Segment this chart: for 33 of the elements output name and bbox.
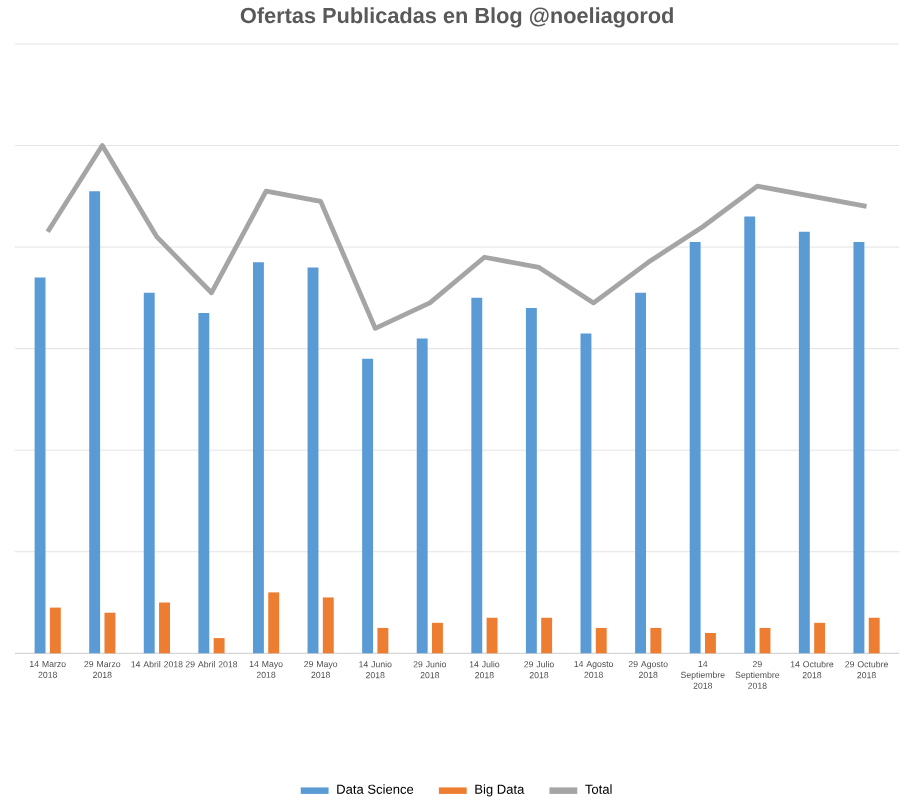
bar — [704, 633, 716, 654]
bar — [595, 628, 607, 654]
bar — [362, 358, 374, 654]
bar — [89, 191, 101, 654]
bar — [143, 292, 155, 654]
bar — [635, 292, 647, 654]
bar — [104, 612, 116, 654]
bar — [814, 622, 826, 654]
bar — [525, 308, 537, 654]
bar — [34, 277, 46, 654]
bar — [541, 617, 553, 654]
bar — [471, 297, 483, 654]
bar — [689, 242, 701, 654]
bar — [759, 628, 771, 654]
bar — [432, 622, 443, 654]
bar — [377, 628, 389, 654]
bar — [580, 333, 592, 654]
bar — [868, 617, 880, 654]
bar — [159, 602, 170, 654]
bar — [416, 338, 428, 654]
bar — [213, 638, 225, 654]
bar — [798, 231, 810, 654]
bar — [650, 628, 662, 654]
chart-title: Ofertas Publicadas en Blog @noeliagorod — [240, 7, 673, 28]
bar — [198, 313, 210, 654]
bar — [853, 242, 865, 654]
bar — [744, 216, 756, 654]
bar — [268, 592, 280, 654]
bar — [307, 267, 319, 654]
bar — [49, 607, 61, 654]
bar — [486, 617, 498, 654]
bar — [252, 262, 264, 654]
bar — [322, 597, 334, 654]
